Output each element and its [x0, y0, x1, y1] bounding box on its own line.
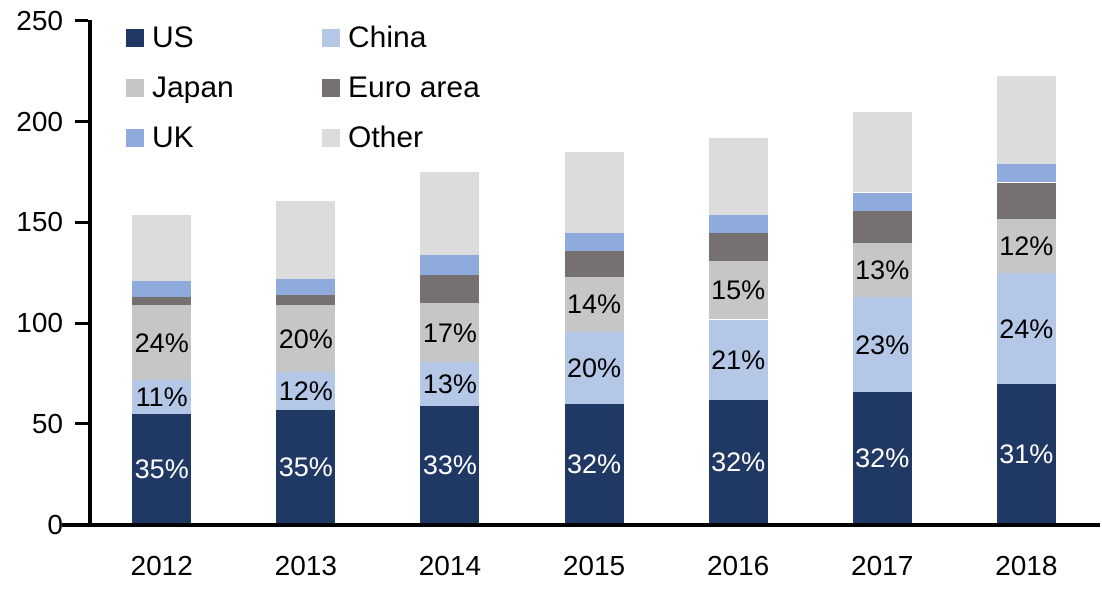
bar-label-us-2018: 31% — [999, 438, 1054, 469]
legend-swatch-us — [126, 29, 144, 47]
x-tick-label-2014: 2014 — [418, 550, 482, 581]
bar-label-japan-2018: 12% — [999, 230, 1054, 261]
legend-label-us: US — [152, 21, 194, 54]
bar-segment-euro-area-2013 — [276, 295, 336, 306]
bar-segment-uk-2015 — [564, 232, 624, 251]
legend-label-other: Other — [348, 121, 424, 154]
bar-segment-japan-2015 — [564, 277, 624, 332]
bar-segment-us-2014 — [420, 406, 480, 523]
bar-segment-euro-area-2017 — [852, 210, 912, 243]
y-tick-label-100: 100 — [16, 307, 63, 338]
bar-label-japan-2016: 15% — [711, 275, 766, 306]
bar-segment-other-2013 — [276, 200, 336, 280]
legend-label-china: China — [348, 21, 427, 54]
bar-segment-uk-2018 — [996, 164, 1056, 183]
bar-segment-china-2016 — [708, 319, 768, 401]
bar-segment-china-2014 — [420, 361, 480, 407]
legend-swatch-euro-area — [322, 79, 340, 97]
legend-swatch-china — [322, 29, 340, 47]
bar-label-china-2018: 24% — [999, 313, 1054, 344]
bar-segment-us-2013 — [276, 410, 336, 523]
bar-segment-euro-area-2016 — [708, 232, 768, 261]
bar-segment-other-2015 — [564, 152, 624, 233]
bar-label-japan-2014: 17% — [422, 317, 477, 348]
bar-segment-other-2014 — [420, 172, 480, 255]
bar-label-japan-2017: 13% — [855, 255, 910, 286]
bar-label-china-2017: 23% — [855, 329, 910, 360]
bar-segment-china-2018 — [996, 273, 1056, 384]
bar-label-us-2016: 32% — [711, 446, 766, 477]
bar-label-us-2015: 32% — [566, 448, 622, 479]
bar-segment-other-2012 — [132, 214, 192, 282]
legend-label-uk: UK — [152, 121, 194, 154]
bar-segment-uk-2016 — [708, 214, 768, 233]
bar-segment-euro-area-2018 — [996, 182, 1056, 219]
legend-swatch-other — [322, 129, 340, 147]
legend: US Japan UK China Euro area Other — [0, 0, 1102, 170]
y-tick-label-50: 50 — [31, 407, 63, 439]
bar-segment-japan-2012 — [132, 305, 192, 380]
bar-label-china-2016: 21% — [711, 344, 766, 375]
bar-label-japan-2013: 20% — [278, 323, 333, 354]
bar-segment-us-2017 — [852, 392, 912, 523]
y-tick-label-250: 250 — [16, 4, 63, 36]
bar-segment-us-2016 — [708, 400, 768, 523]
x-tick-label-2016: 2016 — [706, 550, 770, 581]
bar-label-china-2012: 11% — [135, 382, 188, 413]
bar-segment-china-2012 — [132, 379, 192, 415]
bar-segment-us-2015 — [564, 404, 624, 523]
bar-segment-uk-2013 — [276, 279, 336, 296]
bar-segment-other-2016 — [708, 138, 768, 215]
bar-segment-euro-area-2012 — [132, 297, 192, 306]
bar-segment-japan-2014 — [420, 303, 480, 362]
x-axis-baseline — [62, 523, 1100, 527]
bar-segment-japan-2013 — [276, 305, 336, 372]
legend-label-euro-area: Euro area — [348, 71, 480, 104]
bar-segment-china-2015 — [564, 331, 624, 405]
bar-label-china-2013: 12% — [278, 376, 333, 406]
legend-label-japan: Japan — [152, 71, 234, 104]
x-tick-label-2017: 2017 — [851, 550, 914, 581]
bar-label-us-2012: 35% — [134, 453, 189, 484]
y-axis-spine — [88, 20, 92, 527]
y-tick-label-0: 0 — [47, 508, 63, 540]
x-tick-label-2013: 2013 — [274, 550, 337, 581]
bar-label-japan-2015: 14% — [566, 289, 622, 320]
x-tick-label-2015: 2015 — [562, 550, 626, 581]
bar-segment-us-2012 — [132, 414, 192, 523]
bar-label-us-2013: 35% — [278, 451, 333, 482]
bar-segment-china-2017 — [852, 297, 912, 392]
y-tick-label-150: 150 — [16, 206, 63, 238]
bar-segment-japan-2017 — [852, 242, 912, 298]
y-tick-mark-250 — [75, 19, 88, 23]
bar-segment-us-2018 — [996, 384, 1056, 523]
bar-segment-other-2018 — [996, 75, 1056, 165]
y-tick-mark-150 — [75, 220, 88, 224]
y-tick-mark-50 — [75, 422, 88, 426]
bar-segment-other-2017 — [852, 111, 912, 193]
bar-label-japan-2012: 24% — [134, 327, 189, 358]
bar-label-us-2017: 32% — [855, 442, 910, 473]
legend-swatch-uk — [126, 129, 144, 147]
y-tick-mark-100 — [75, 321, 88, 325]
bar-segment-japan-2018 — [996, 218, 1056, 274]
bar-segment-japan-2016 — [708, 261, 768, 320]
bar-segment-china-2013 — [276, 371, 336, 411]
x-tick-label-2018: 2018 — [995, 550, 1058, 581]
bar-segment-uk-2012 — [132, 281, 192, 298]
x-tick-label-2012: 2012 — [130, 550, 193, 581]
y-tick-label-200: 200 — [16, 105, 63, 137]
bar-label-china-2014: 13% — [422, 369, 477, 399]
bar-label-china-2015: 20% — [566, 352, 622, 383]
bar-segment-euro-area-2015 — [564, 251, 624, 278]
bar-segment-uk-2017 — [852, 192, 912, 211]
y-tick-mark-200 — [75, 120, 88, 123]
bar-segment-euro-area-2014 — [420, 275, 480, 304]
legend-swatch-japan — [126, 79, 144, 97]
bar-label-us-2014: 33% — [422, 449, 477, 480]
bar-segment-uk-2014 — [420, 255, 480, 276]
